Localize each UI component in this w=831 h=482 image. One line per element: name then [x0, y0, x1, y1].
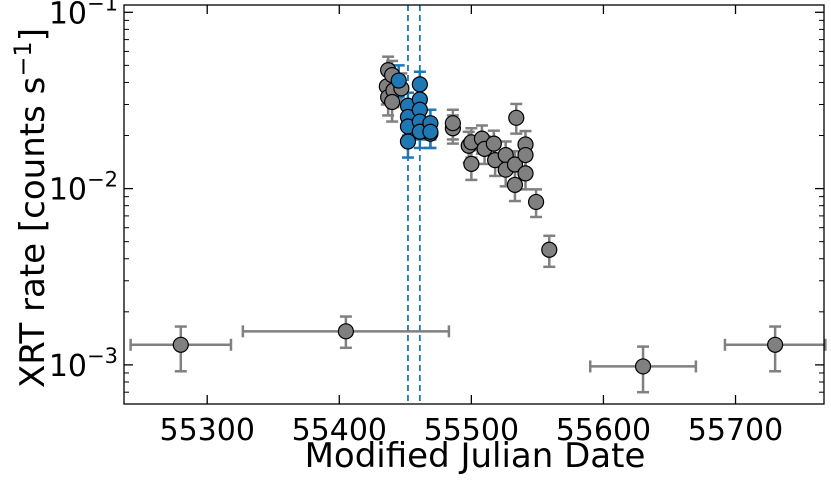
y-tick-label: 10−3 — [49, 344, 118, 384]
data-point-blue — [390, 72, 407, 89]
data-point-gray — [506, 156, 524, 173]
vertical-lines — [407, 5, 421, 404]
y-tick-label-exponent: −3 — [87, 344, 118, 368]
data-point-gray — [517, 146, 534, 164]
data-point-gray — [767, 336, 784, 353]
x-tick-label: 55300 — [159, 413, 254, 448]
data-point-gray — [508, 109, 525, 126]
y-tick-label-base: 10 — [49, 173, 87, 208]
y-axis-label: XRT rate [counts s−1] — [9, 28, 53, 388]
axis-ticks — [124, 5, 824, 405]
y-tick-label: 10−1 — [49, 0, 118, 31]
y-tick-label-exponent: −2 — [87, 168, 118, 192]
y-tick-label-base: 10 — [49, 0, 87, 31]
data-point-gray — [506, 176, 524, 193]
data-point-gray — [463, 155, 480, 173]
x-tick-label: 55700 — [688, 413, 783, 448]
data-point-gray — [444, 115, 461, 132]
y-tick-label-base: 10 — [49, 349, 87, 384]
x-tick-label: 55500 — [424, 413, 519, 448]
y-axis-label-main: XRT rate [counts s — [13, 77, 53, 388]
error-bars — [129, 55, 827, 394]
data-point-gray — [541, 241, 558, 258]
y-tick-label-exponent: −1 — [87, 0, 118, 15]
x-tick-label: 55400 — [292, 413, 387, 448]
data-point-gray — [517, 165, 534, 182]
data-point-blue — [399, 133, 417, 150]
x-axis-label: Modified Julian Date — [305, 436, 646, 476]
data-point-gray — [634, 358, 652, 375]
data-points — [172, 62, 784, 375]
data-point-gray — [485, 135, 502, 152]
data-point-gray — [527, 193, 545, 211]
y-axis-label-sup: −1 — [9, 41, 37, 76]
y-axis-label-close: ] — [13, 28, 53, 41]
data-point-blue — [422, 123, 439, 140]
data-point-gray — [172, 336, 189, 353]
plot-frame — [123, 4, 825, 405]
data-point-blue — [411, 76, 428, 93]
x-tick-label: 55600 — [556, 413, 651, 448]
data-point-gray — [337, 323, 354, 340]
data-point-gray — [384, 93, 401, 111]
y-tick-label: 10−2 — [49, 168, 118, 208]
